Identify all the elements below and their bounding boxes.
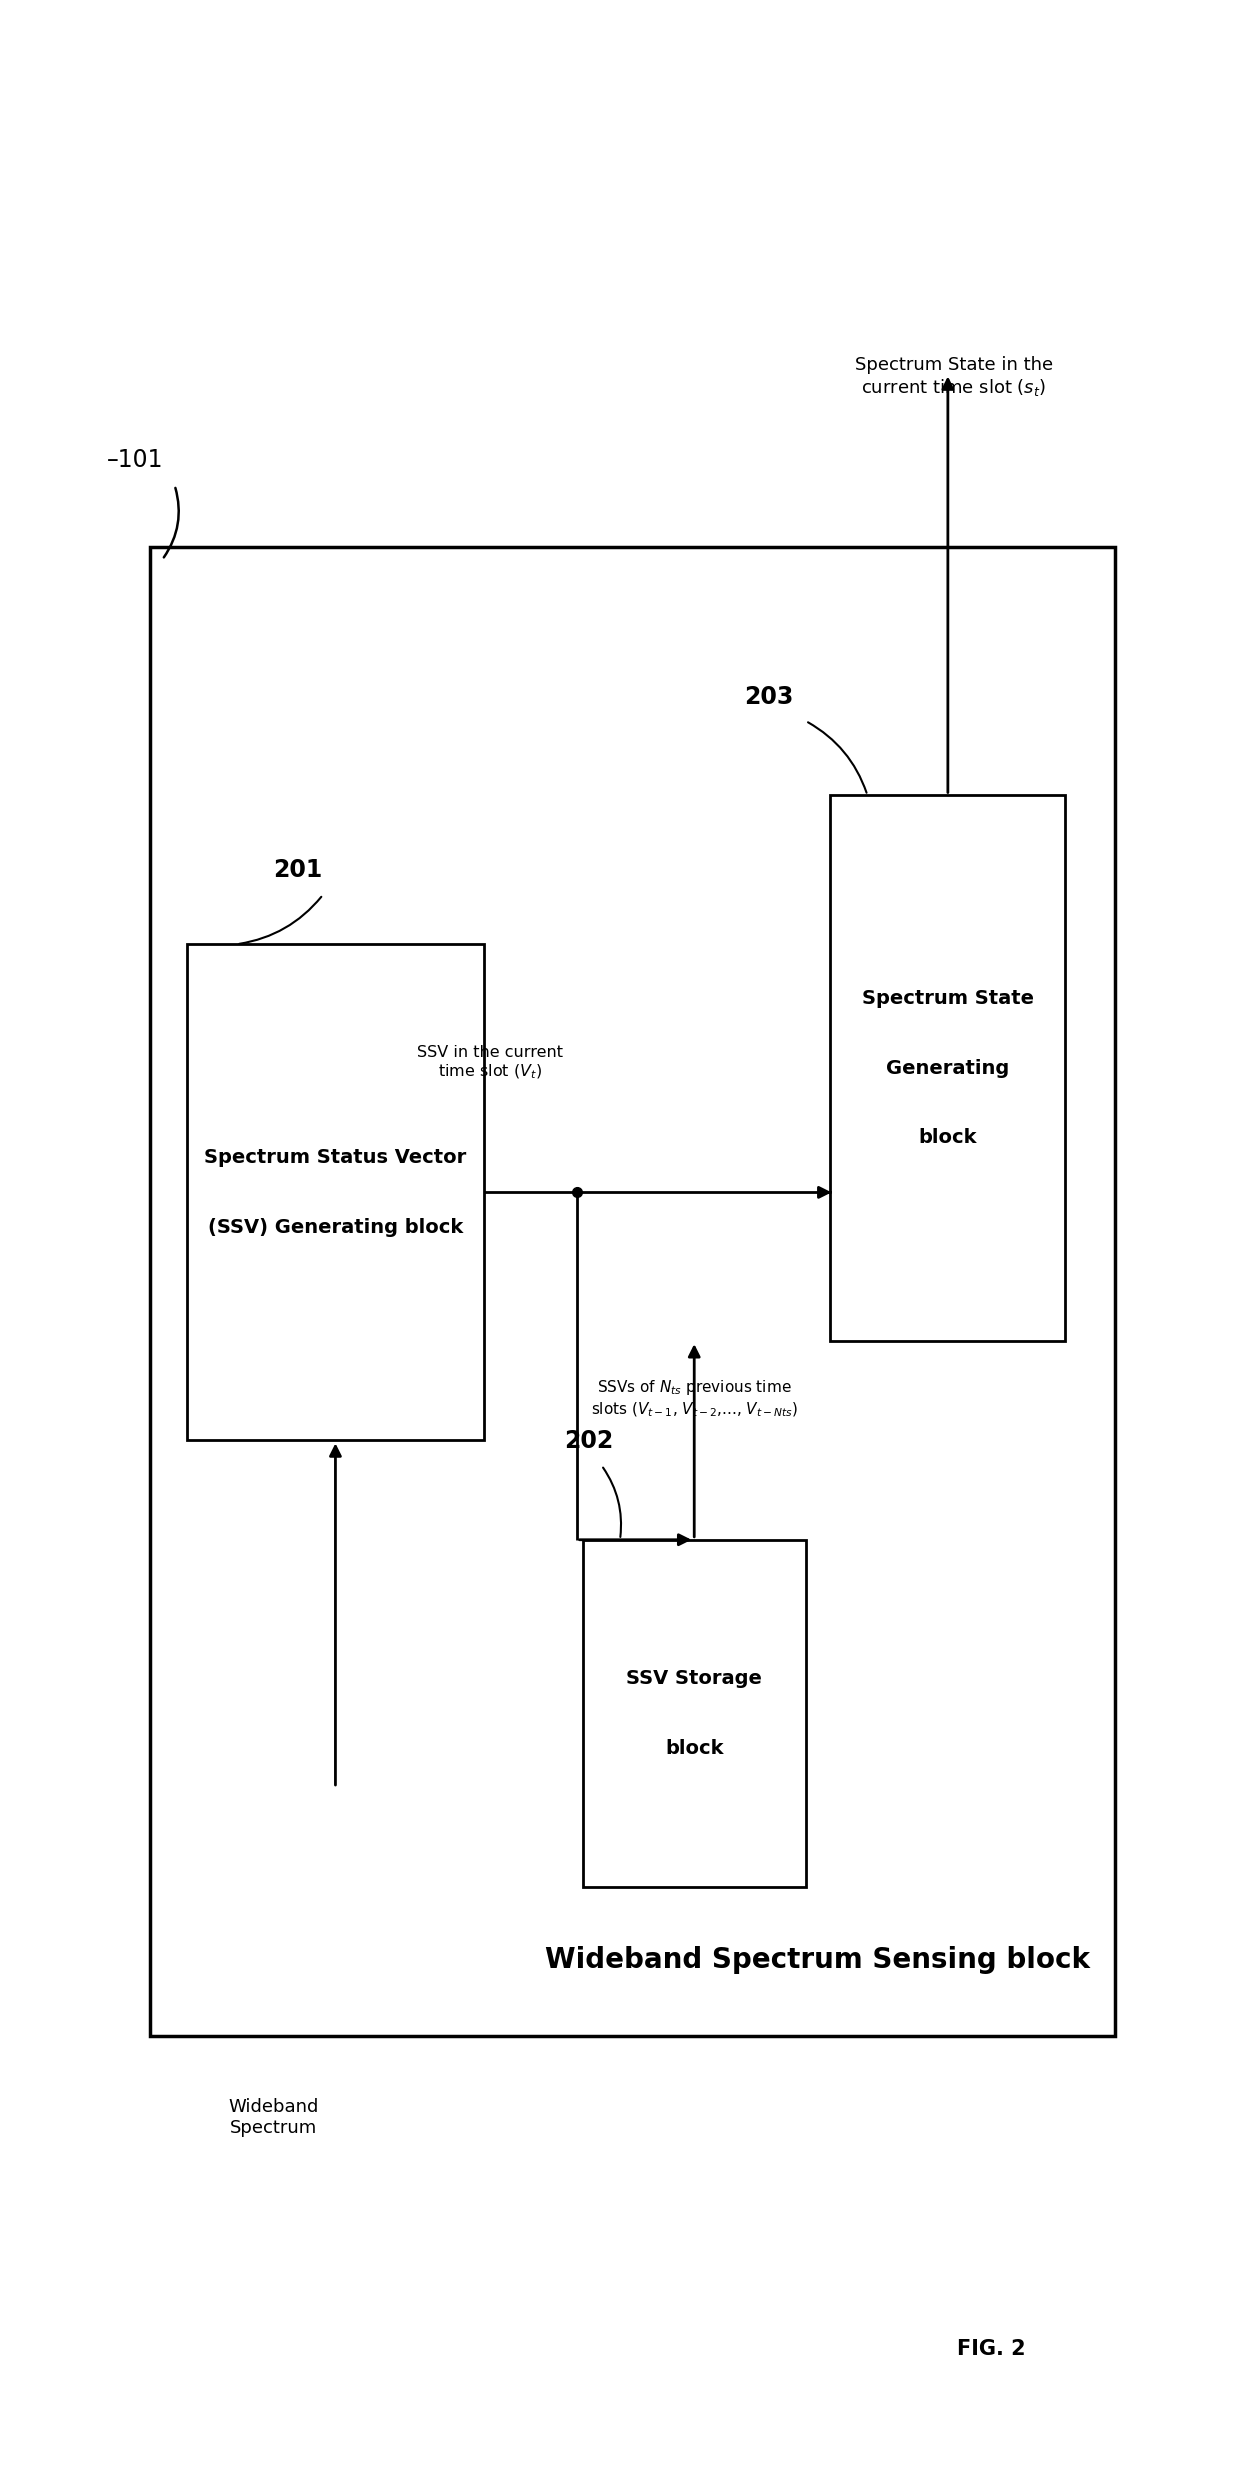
Text: SSV in the current
time slot ($V_t$): SSV in the current time slot ($V_t$) (417, 1046, 563, 1081)
Text: Spectrum Status Vector: Spectrum Status Vector (205, 1148, 466, 1167)
Text: Generating: Generating (887, 1058, 1009, 1078)
Bar (187, 944, 484, 1441)
Bar (150, 546, 1115, 2037)
Text: –101: –101 (107, 450, 162, 472)
Text: 203: 203 (744, 686, 794, 708)
Text: (SSV) Generating block: (SSV) Generating block (208, 1217, 463, 1237)
Text: Wideband Spectrum Sensing block: Wideband Spectrum Sensing block (546, 1945, 1090, 1975)
Text: block: block (919, 1128, 977, 1148)
Text: Spectrum State: Spectrum State (862, 989, 1034, 1009)
Text: 201: 201 (274, 859, 322, 882)
Text: 202: 202 (564, 1428, 614, 1453)
Bar (583, 1540, 806, 1888)
Text: SSV Storage: SSV Storage (626, 1669, 763, 1689)
Text: Wideband
Spectrum: Wideband Spectrum (228, 2099, 319, 2136)
Text: SSVs of $N_{ts}$ previous time
slots ($V_{t-1}$, $V_{t-2}$,..., $V_{t-Nts}$): SSVs of $N_{ts}$ previous time slots ($V… (590, 1379, 799, 1418)
Bar (831, 795, 1065, 1341)
Text: FIG. 2: FIG. 2 (957, 2337, 1025, 2357)
Text: Spectrum State in the
current time slot ($s_t$): Spectrum State in the current time slot … (856, 355, 1053, 397)
Text: block: block (665, 1739, 723, 1759)
